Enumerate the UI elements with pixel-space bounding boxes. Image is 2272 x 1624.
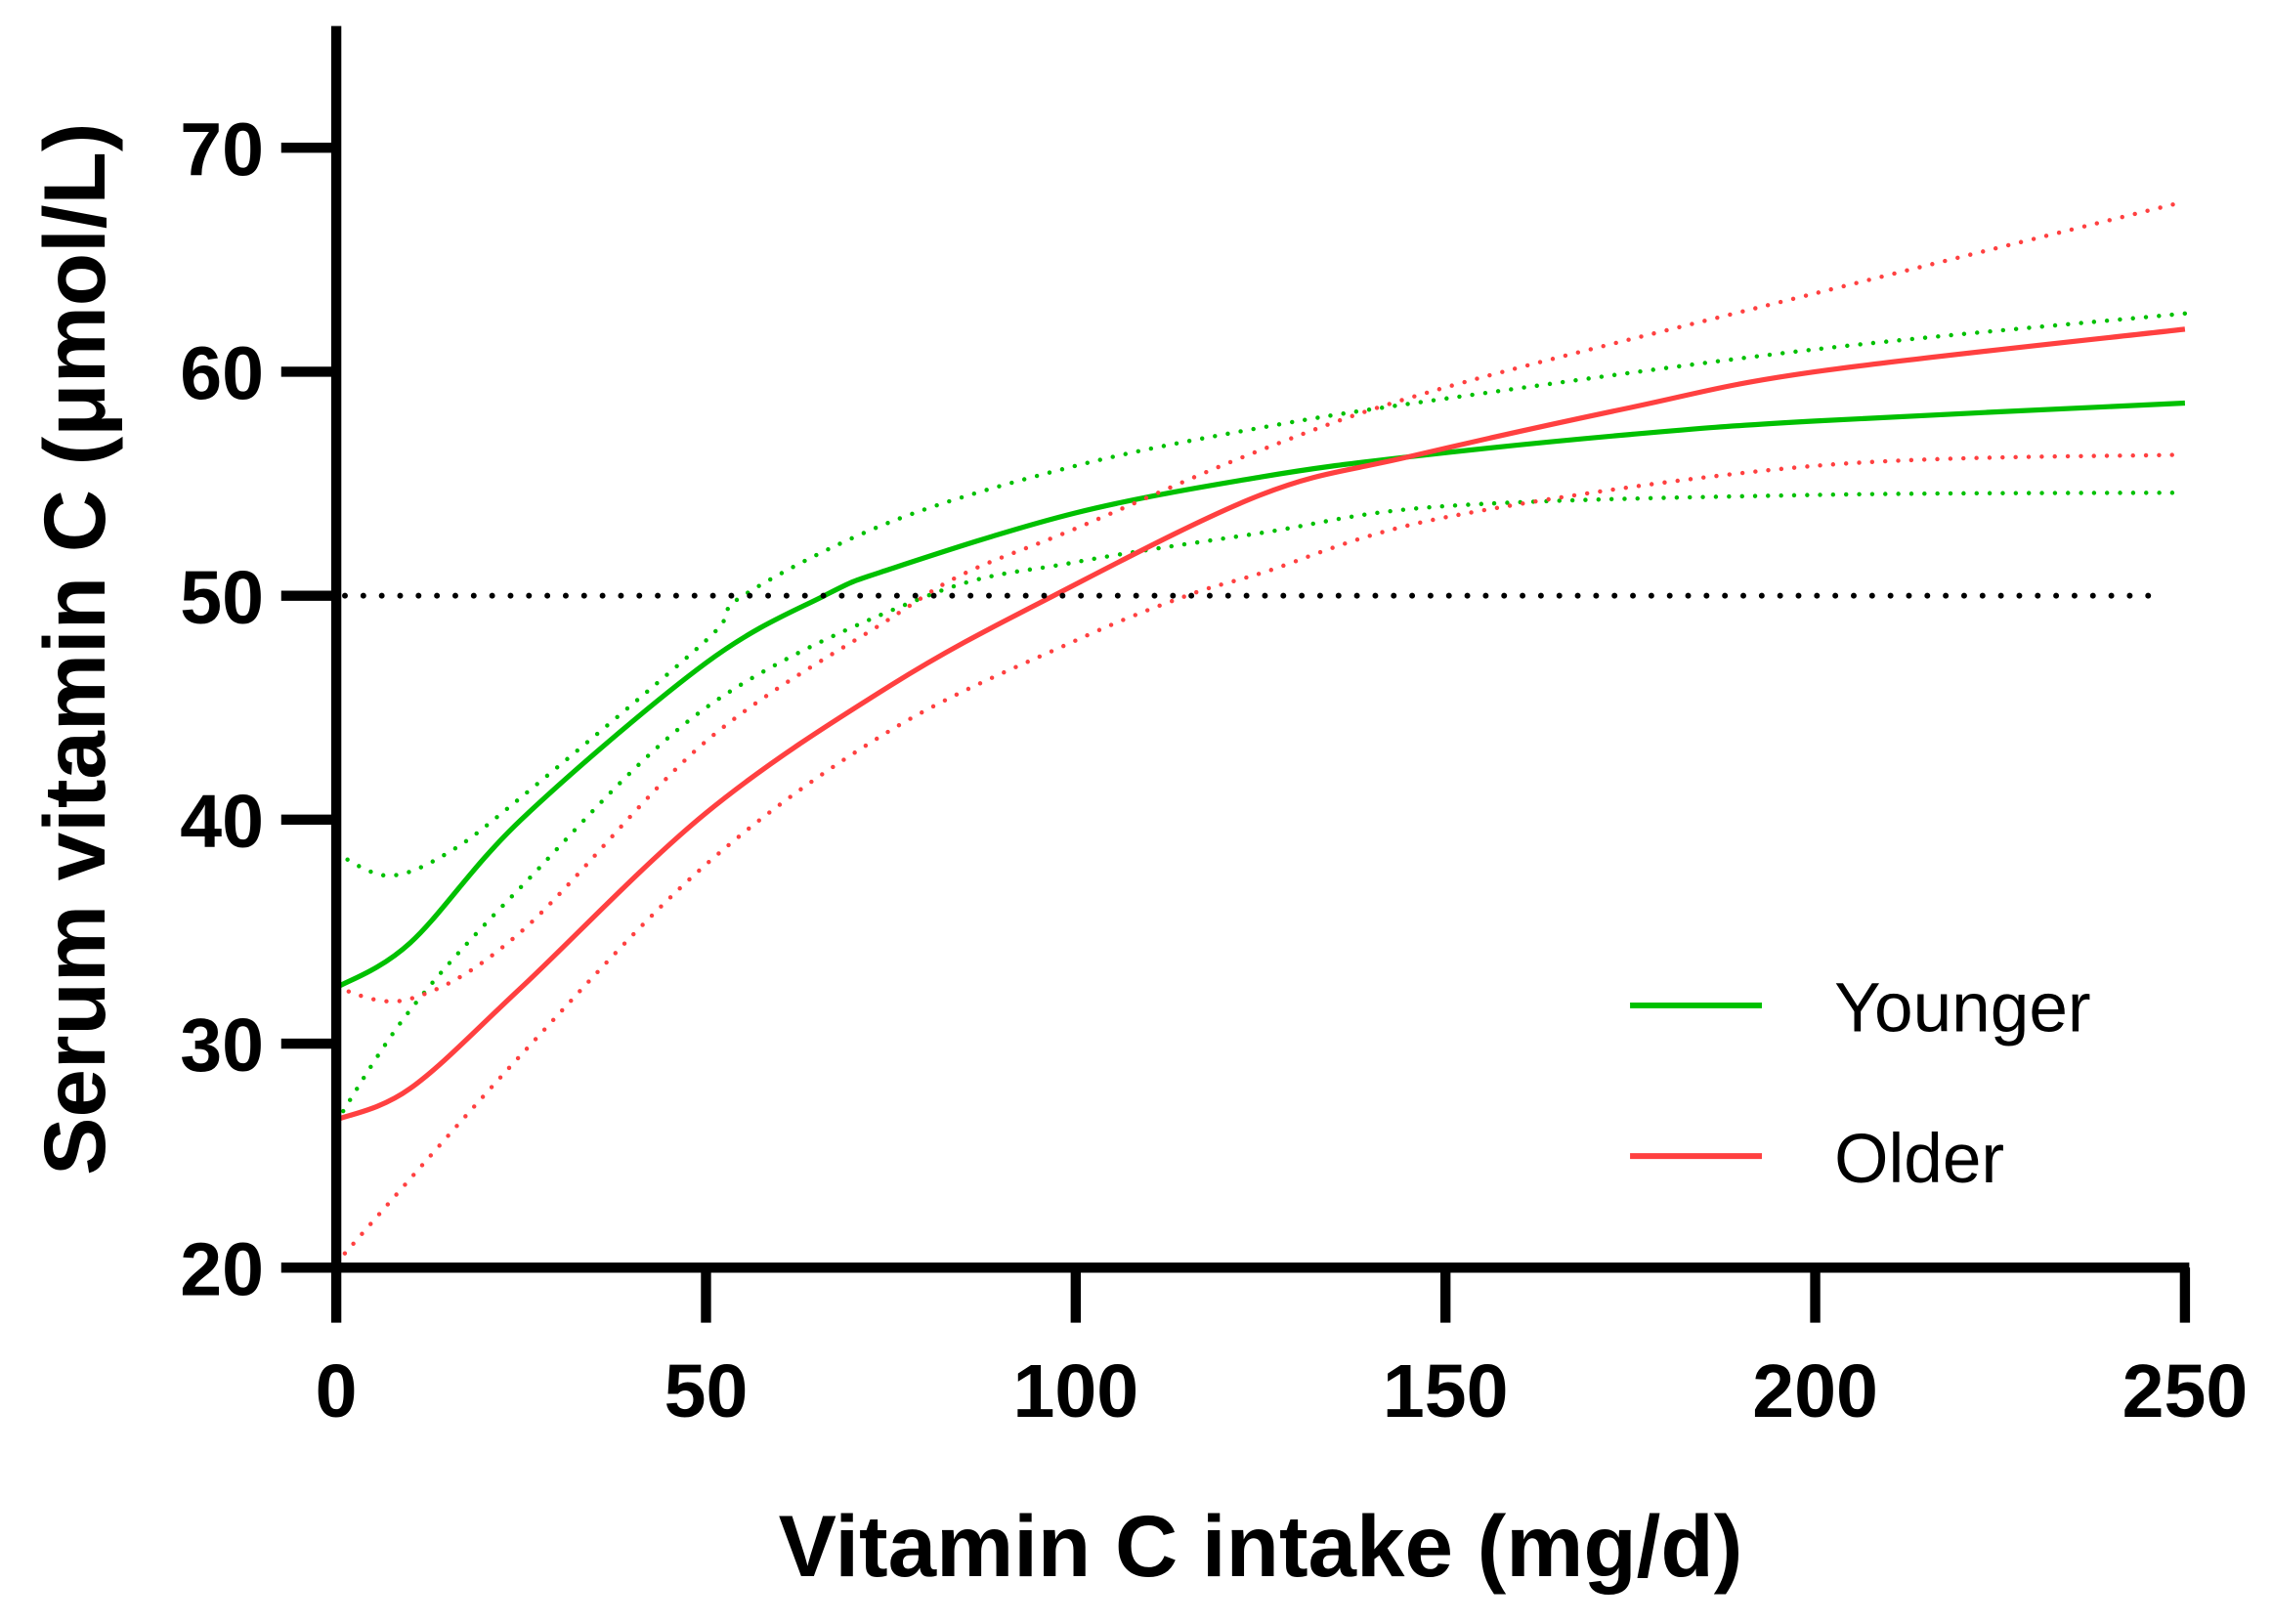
y-tick-label: 20 (180, 1227, 264, 1311)
x-tick-label: 0 (316, 1349, 358, 1433)
legend-label-younger: Younger (1834, 970, 2091, 1047)
y-axis-title: Serum vitamin C (μmol/L) (25, 123, 123, 1175)
y-tick-label: 40 (180, 780, 264, 864)
y-tick-label: 70 (180, 107, 264, 192)
series-line-older (335, 326, 2186, 1123)
x-tick-label: 50 (664, 1349, 749, 1433)
series-line-older-upper-ci (333, 199, 2188, 1004)
x-tick-label: 250 (2122, 1349, 2249, 1433)
x-tick-label: 200 (1752, 1349, 1878, 1433)
x-tick-label: 100 (1013, 1349, 1139, 1433)
series-line-younger-lower-ci (333, 490, 2188, 1125)
y-tick-label: 60 (180, 332, 264, 416)
series-line-younger (334, 400, 2186, 991)
y-tick-label: 50 (180, 556, 264, 640)
legend-label-older: Older (1834, 1121, 2004, 1198)
series-line-younger-upper-ci (333, 311, 2188, 878)
x-axis-title: Vitamin C intake (mg/d) (779, 1497, 1743, 1595)
legend: Younger Older (1630, 970, 2091, 1198)
ticks: 0 50 100 150 200 250 20 30 40 50 60 70 (180, 107, 2248, 1433)
x-tick-label: 150 (1383, 1349, 1509, 1433)
y-tick-label: 30 (180, 1004, 264, 1088)
series-layer (333, 199, 2188, 1265)
